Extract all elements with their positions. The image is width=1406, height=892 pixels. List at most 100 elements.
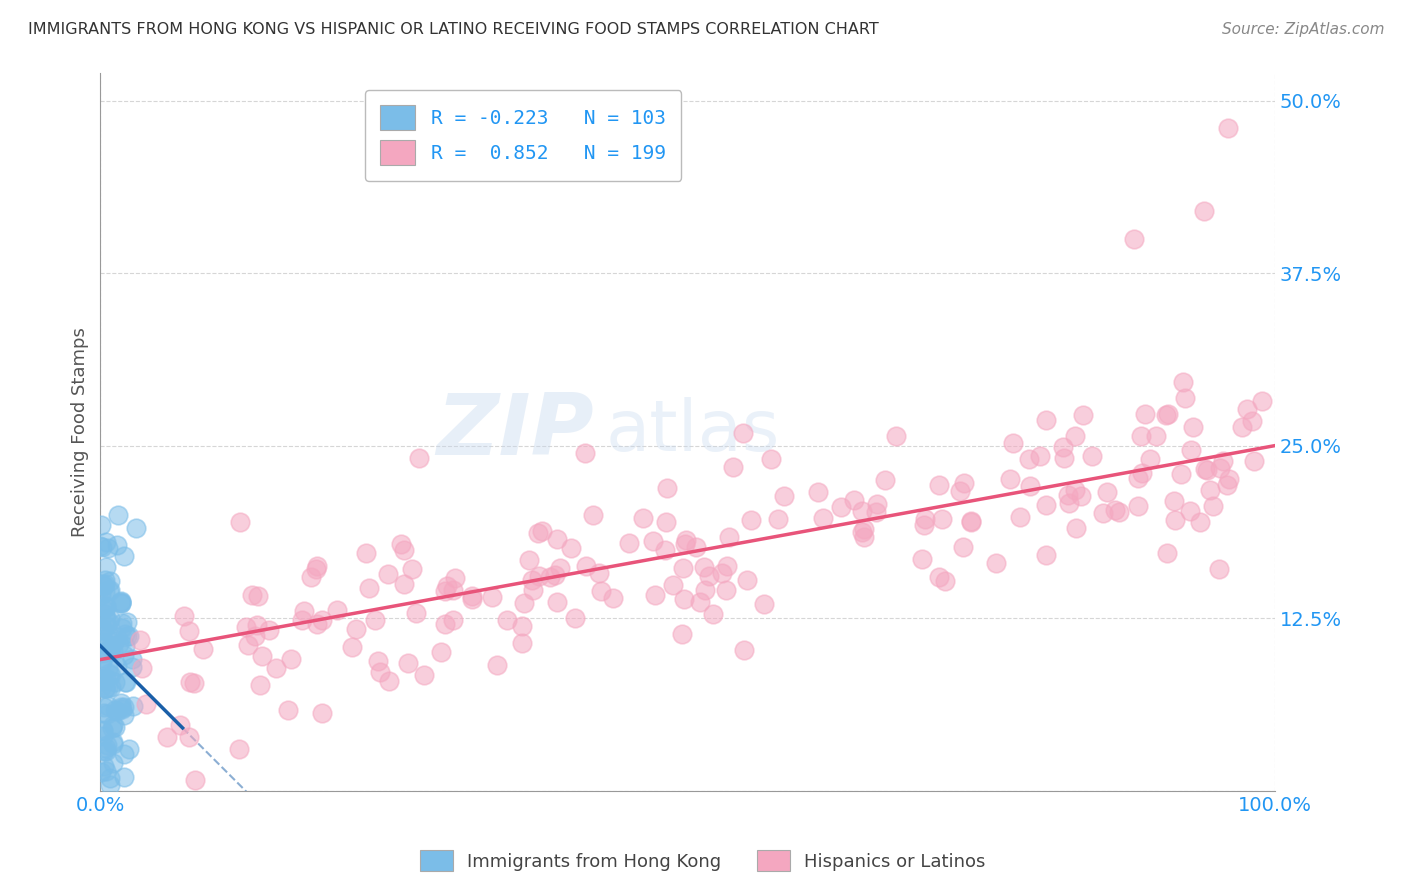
Point bbox=[1164, 512, 1187, 526]
Point bbox=[90, 681, 112, 696]
Point bbox=[112, 771, 135, 785]
Point bbox=[93, 759, 115, 773]
Point bbox=[94, 599, 117, 614]
Point bbox=[807, 484, 830, 499]
Point bbox=[1194, 462, 1216, 476]
Point bbox=[93, 744, 115, 758]
Point bbox=[94, 631, 117, 645]
Point bbox=[363, 613, 385, 627]
Point bbox=[179, 674, 201, 689]
Point bbox=[94, 681, 117, 695]
Point bbox=[697, 569, 720, 583]
Point bbox=[733, 642, 755, 657]
Legend: Immigrants from Hong Kong, Hispanics or Latinos: Immigrants from Hong Kong, Hispanics or … bbox=[413, 843, 993, 879]
Point bbox=[101, 644, 124, 658]
Point bbox=[959, 514, 981, 528]
Point bbox=[1197, 463, 1219, 477]
Point bbox=[544, 568, 567, 582]
Point bbox=[1216, 477, 1239, 491]
Point bbox=[98, 778, 121, 792]
Point bbox=[96, 681, 118, 695]
Point bbox=[183, 675, 205, 690]
Point bbox=[513, 596, 536, 610]
Point bbox=[98, 772, 121, 786]
Point bbox=[94, 599, 117, 614]
Point bbox=[1126, 471, 1149, 485]
Point bbox=[93, 636, 115, 650]
Point bbox=[461, 589, 484, 603]
Point bbox=[117, 615, 139, 629]
Point bbox=[934, 574, 956, 588]
Point bbox=[111, 702, 134, 716]
Point bbox=[693, 583, 716, 598]
Point bbox=[1139, 452, 1161, 467]
Point bbox=[110, 594, 132, 608]
Point bbox=[110, 595, 132, 609]
Point bbox=[548, 561, 571, 575]
Point bbox=[1251, 394, 1274, 409]
Point bbox=[392, 542, 415, 557]
Point bbox=[100, 638, 122, 652]
Point bbox=[522, 582, 544, 597]
Point bbox=[277, 703, 299, 717]
Point bbox=[1218, 472, 1240, 486]
Point bbox=[931, 512, 953, 526]
Point bbox=[685, 540, 707, 554]
Point bbox=[121, 699, 143, 714]
Point bbox=[1029, 449, 1052, 463]
Point bbox=[91, 601, 114, 615]
Point bbox=[112, 549, 135, 563]
Point bbox=[96, 618, 118, 632]
Point bbox=[1171, 376, 1194, 390]
Point bbox=[1001, 436, 1024, 450]
Point bbox=[1133, 408, 1156, 422]
Point bbox=[693, 560, 716, 574]
Point bbox=[179, 624, 201, 638]
Point bbox=[311, 613, 333, 627]
Point bbox=[401, 562, 423, 576]
Point bbox=[98, 610, 121, 624]
Point bbox=[631, 510, 654, 524]
Point bbox=[1057, 496, 1080, 510]
Point bbox=[865, 504, 887, 518]
Point bbox=[91, 599, 114, 614]
Point bbox=[392, 577, 415, 591]
Point bbox=[662, 578, 685, 592]
Point bbox=[495, 613, 517, 627]
Point bbox=[305, 562, 328, 576]
Point bbox=[911, 552, 934, 566]
Y-axis label: Receiving Food Stamps: Receiving Food Stamps bbox=[72, 326, 89, 537]
Point bbox=[1035, 548, 1057, 562]
Point bbox=[510, 636, 533, 650]
Point bbox=[1154, 409, 1177, 423]
Point bbox=[1070, 489, 1092, 503]
Point bbox=[844, 492, 866, 507]
Point bbox=[191, 642, 214, 657]
Point bbox=[519, 553, 541, 567]
Point bbox=[93, 706, 115, 720]
Point bbox=[526, 525, 548, 540]
Point bbox=[93, 673, 115, 688]
Point bbox=[441, 582, 464, 597]
Point bbox=[377, 674, 399, 689]
Point bbox=[811, 510, 834, 524]
Point bbox=[702, 607, 724, 622]
Point bbox=[114, 639, 136, 653]
Point bbox=[853, 530, 876, 544]
Point bbox=[574, 446, 596, 460]
Point bbox=[259, 623, 281, 637]
Point bbox=[1178, 503, 1201, 517]
Point bbox=[547, 532, 569, 546]
Point bbox=[1182, 420, 1205, 434]
Point bbox=[510, 619, 533, 633]
Point bbox=[89, 517, 111, 532]
Point bbox=[1157, 407, 1180, 421]
Point bbox=[101, 721, 124, 735]
Point bbox=[672, 591, 695, 606]
Point bbox=[250, 648, 273, 663]
Point bbox=[740, 513, 762, 527]
Point bbox=[93, 700, 115, 714]
Point bbox=[243, 629, 266, 643]
Point bbox=[307, 617, 329, 632]
Point bbox=[344, 622, 367, 636]
